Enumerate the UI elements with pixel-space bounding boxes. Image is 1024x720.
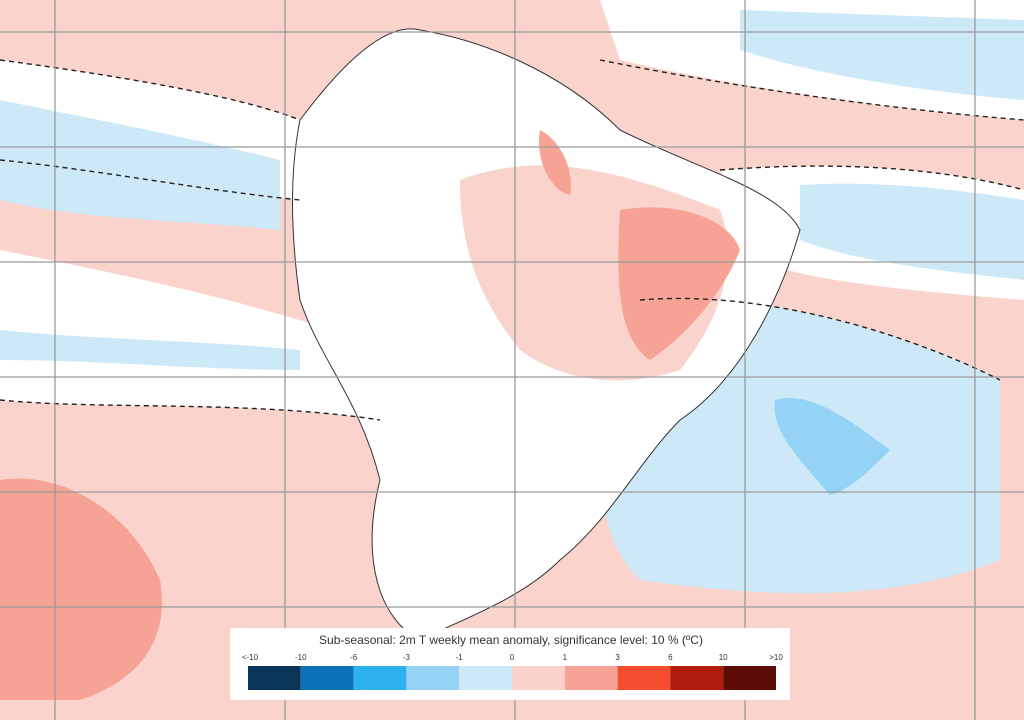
legend-swatch — [512, 666, 565, 690]
legend: Sub-seasonal: 2m T weekly mean anomaly, … — [230, 628, 790, 700]
legend-swatch — [353, 666, 407, 690]
legend-title: Sub-seasonal: 2m T weekly mean anomaly, … — [319, 633, 703, 647]
legend-label: 3 — [615, 653, 620, 662]
legend-swatch — [564, 666, 618, 690]
legend-swatch — [459, 666, 512, 690]
legend-swatch — [248, 666, 301, 690]
significance-contour — [0, 59, 1024, 421]
warm-core — [618, 207, 740, 360]
cool-core — [774, 398, 890, 495]
cool-area — [0, 330, 300, 370]
legend-swatch — [300, 666, 354, 690]
legend-label: -1 — [456, 653, 464, 662]
cool-area — [800, 183, 1024, 280]
legend-label: -6 — [350, 653, 358, 662]
legend-label: <-10 — [242, 653, 259, 662]
legend-label: 0 — [510, 653, 515, 662]
legend-swatch — [670, 666, 724, 690]
legend-swatch — [617, 666, 671, 690]
legend-label: 1 — [563, 653, 568, 662]
legend-swatch — [406, 666, 460, 690]
legend-swatch — [723, 666, 776, 690]
warm-core — [539, 130, 571, 195]
legend-label: 6 — [668, 653, 673, 662]
legend-label: -3 — [403, 653, 411, 662]
cool-area — [0, 100, 280, 230]
warm-core — [0, 478, 162, 700]
coastline — [292, 28, 801, 641]
legend-label: 10 — [719, 653, 728, 662]
legend-label: -10 — [295, 653, 307, 662]
legend-label: >10 — [769, 653, 783, 662]
